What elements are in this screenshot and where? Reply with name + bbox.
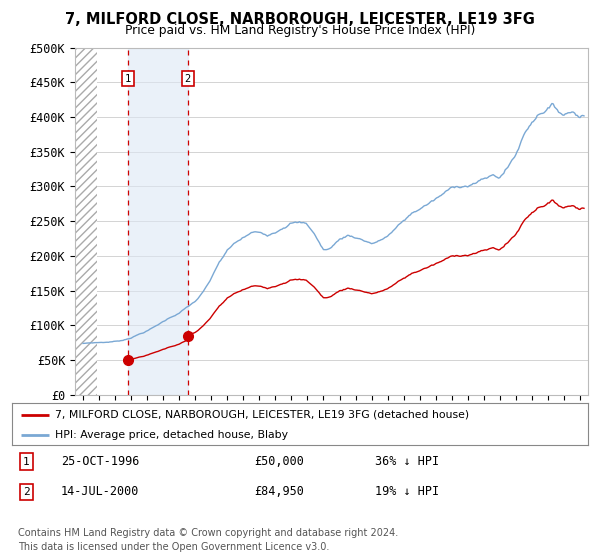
Text: 2: 2: [185, 74, 191, 84]
Text: 2: 2: [23, 487, 30, 497]
Text: £50,000: £50,000: [254, 455, 304, 468]
Text: 7, MILFORD CLOSE, NARBOROUGH, LEICESTER, LE19 3FG (detached house): 7, MILFORD CLOSE, NARBOROUGH, LEICESTER,…: [55, 410, 469, 420]
Text: HPI: Average price, detached house, Blaby: HPI: Average price, detached house, Blab…: [55, 430, 288, 440]
Text: 1: 1: [23, 457, 30, 466]
Text: 19% ↓ HPI: 19% ↓ HPI: [375, 486, 439, 498]
Text: 7, MILFORD CLOSE, NARBOROUGH, LEICESTER, LE19 3FG: 7, MILFORD CLOSE, NARBOROUGH, LEICESTER,…: [65, 12, 535, 27]
Text: 14-JUL-2000: 14-JUL-2000: [61, 486, 139, 498]
Text: 25-OCT-1996: 25-OCT-1996: [61, 455, 139, 468]
Bar: [128, 48, 188, 395]
Text: Price paid vs. HM Land Registry's House Price Index (HPI): Price paid vs. HM Land Registry's House …: [125, 24, 475, 37]
Text: £84,950: £84,950: [254, 486, 304, 498]
Text: 36% ↓ HPI: 36% ↓ HPI: [375, 455, 439, 468]
Text: Contains HM Land Registry data © Crown copyright and database right 2024.: Contains HM Land Registry data © Crown c…: [18, 528, 398, 538]
Text: This data is licensed under the Open Government Licence v3.0.: This data is licensed under the Open Gov…: [18, 542, 329, 552]
Text: 1: 1: [125, 74, 131, 84]
